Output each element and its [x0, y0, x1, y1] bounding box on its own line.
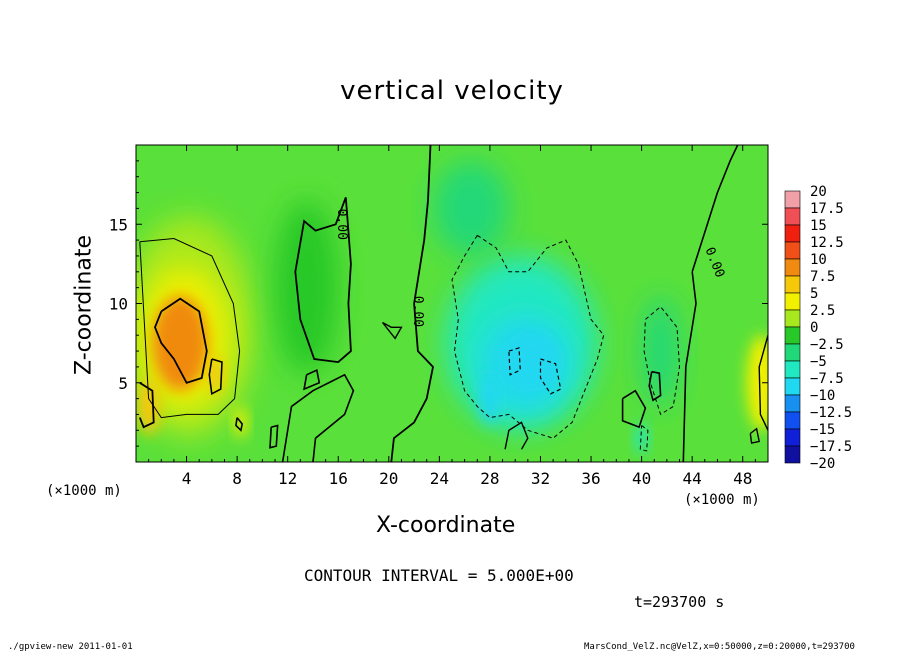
x-tick-label: 24 — [430, 469, 449, 488]
colorbar-label: 2.5 — [810, 303, 835, 319]
colorbar-swatch — [784, 411, 801, 430]
x-tick-label: 12 — [278, 469, 297, 488]
colorbar-swatch — [784, 292, 801, 311]
x-unit-label-right: (×1000 m) — [684, 492, 760, 508]
x-tick-label: 36 — [581, 469, 600, 488]
contour-zero — [303, 368, 321, 391]
contour-zero — [749, 427, 761, 444]
time-label: t=293700 s — [634, 593, 725, 611]
contour-label: 0.00 — [410, 296, 425, 327]
x-unit-label-left: (×1000 m) — [46, 483, 122, 499]
y-axis-label: Z-coordinate — [71, 235, 97, 375]
colorbar-label: 20 — [810, 184, 827, 200]
colorbar-label: 17.5 — [810, 201, 844, 217]
colorbar-label: −12.5 — [810, 405, 852, 421]
contour-negative — [639, 425, 649, 452]
colorbar-swatch — [784, 275, 801, 294]
colorbar-label: 12.5 — [810, 235, 844, 251]
field-blob-11 — [511, 333, 557, 385]
colorbar-swatch — [784, 428, 801, 447]
colorbar-swatch — [784, 224, 801, 243]
contour-interval: CONTOUR INTERVAL = 5.000E+00 — [304, 566, 574, 585]
x-tick-label: 48 — [733, 469, 752, 488]
chart-title: vertical velocity — [340, 76, 564, 106]
contour-zero — [235, 417, 244, 432]
colorbar-label: 0 — [810, 320, 818, 336]
contour-label: 0.00 — [334, 209, 349, 240]
y-tick-label: 5 — [118, 374, 128, 393]
colorbar-label: −5 — [810, 354, 827, 370]
x-tick-label: 28 — [480, 469, 499, 488]
contour-zero — [269, 424, 279, 449]
y-tick-label: 10 — [109, 295, 128, 314]
footer-source: MarsCond_VelZ.nc@VelZ,x=0:50000,z=0:2000… — [584, 642, 855, 652]
contour-zero — [154, 297, 208, 384]
contour-zero — [682, 271, 697, 462]
heatmap-field — [136, 145, 768, 462]
x-tick-label: 8 — [232, 469, 242, 488]
colorbar-swatch — [784, 445, 801, 464]
contour-zero — [390, 145, 434, 462]
colorbar-swatch — [784, 343, 801, 362]
x-tick-label: 32 — [531, 469, 550, 488]
contour-zero — [281, 373, 355, 462]
contour-zero — [621, 389, 647, 429]
x-tick-label: 40 — [632, 469, 651, 488]
colorbar-swatch — [784, 241, 801, 260]
colorbar-label: −17.5 — [810, 439, 852, 455]
colorbar-label: −20 — [810, 456, 835, 472]
field-blob-3 — [152, 295, 209, 391]
footer-command: ./gpview-new 2011-01-01 — [8, 642, 133, 652]
x-tick-label: 20 — [379, 469, 398, 488]
colorbar-label: 5 — [810, 286, 818, 302]
colorbar-label: −15 — [810, 422, 835, 438]
colorbar-label: −2.5 — [810, 337, 844, 353]
colorbar-label: 10 — [810, 252, 827, 268]
field-blob-14 — [635, 422, 648, 455]
field-blob-8 — [275, 200, 339, 375]
colorbar-swatch — [784, 326, 801, 345]
colorbar-label: −7.5 — [810, 371, 844, 387]
y-tick-label: 15 — [109, 215, 128, 234]
field-blob-4 — [137, 377, 161, 436]
x-tick-label: 4 — [182, 469, 192, 488]
contour-zero — [504, 421, 529, 450]
contour-negative — [643, 305, 681, 416]
field-blob-15 — [433, 160, 509, 256]
colorbar-swatch — [784, 360, 801, 379]
field-blob-12 — [479, 373, 501, 424]
colorbar-swatch — [784, 394, 801, 413]
colorbar-label: −10 — [810, 388, 835, 404]
colorbar-swatch — [784, 190, 801, 209]
colorbar-label: 15 — [810, 218, 827, 234]
colorbar-swatch — [784, 309, 801, 328]
x-tick-label: 16 — [329, 469, 348, 488]
colorbar-swatch — [784, 207, 801, 226]
contour-zero — [294, 196, 352, 364]
field-blob-7 — [746, 335, 768, 431]
contour-zero — [381, 321, 403, 340]
colorbar-swatch — [784, 377, 801, 396]
x-axis-label: X-coordinate — [376, 513, 516, 538]
x-tick-label: 44 — [683, 469, 702, 488]
contour-negative — [508, 347, 521, 376]
contour-zero — [758, 335, 768, 431]
colorbar-label: 7.5 — [810, 269, 835, 285]
contour-zero — [691, 145, 739, 273]
field-blob-5 — [208, 355, 224, 394]
contour-zero — [648, 370, 662, 402]
contour-zero — [138, 382, 155, 429]
contour-zero — [208, 358, 223, 396]
colorbar-swatch — [784, 258, 801, 277]
contour-zero — [139, 237, 241, 419]
contour-negative — [451, 234, 605, 439]
